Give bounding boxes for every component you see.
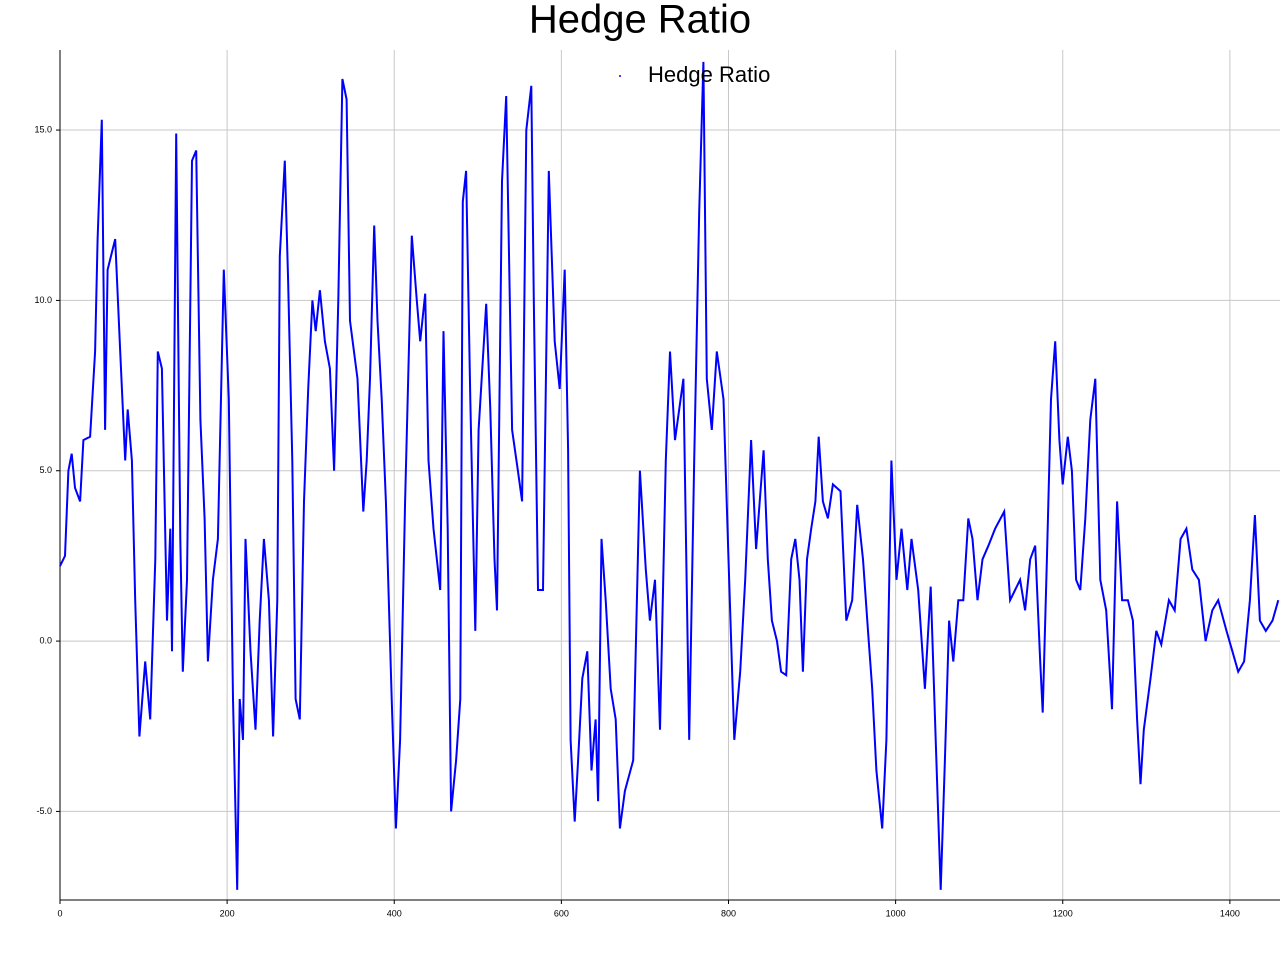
x-tick-label: 400 (387, 908, 402, 918)
y-tick-label: 5.0 (39, 465, 52, 475)
legend-marker (619, 75, 621, 77)
y-tick-label: 0.0 (39, 635, 52, 645)
x-tick-label: 200 (220, 908, 235, 918)
x-tick-label: 1400 (1220, 908, 1240, 918)
x-tick-label: 1000 (886, 908, 906, 918)
x-tick-label: 0 (57, 908, 62, 918)
x-tick-label: 600 (554, 908, 569, 918)
y-tick-label: -5.0 (36, 806, 52, 816)
x-tick-label: 800 (721, 908, 736, 918)
legend-label: Hedge Ratio (648, 62, 770, 87)
y-tick-label: 15.0 (34, 124, 52, 134)
y-tick-label: 10.0 (34, 295, 52, 305)
x-tick-label: 1200 (1053, 908, 1073, 918)
chart-title: Hedge Ratio (529, 0, 751, 42)
line-series (59, 61, 1280, 890)
